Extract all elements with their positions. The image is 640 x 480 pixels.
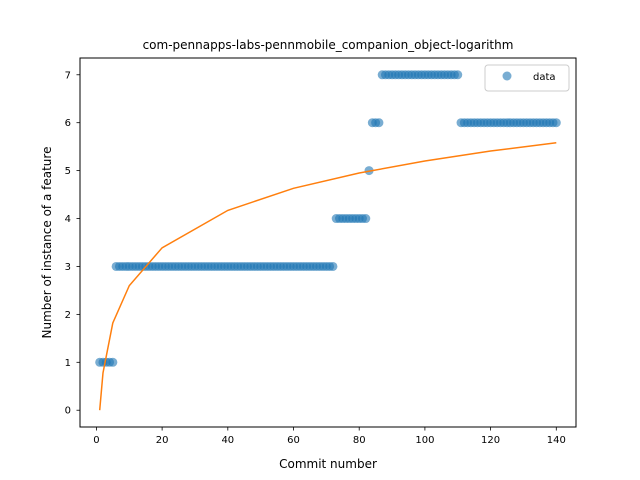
data-point bbox=[374, 118, 384, 128]
x-tick-label: 40 bbox=[221, 435, 234, 446]
y-tick-label: 7 bbox=[65, 70, 71, 81]
y-tick-label: 6 bbox=[65, 118, 71, 129]
y-tick-label: 0 bbox=[65, 406, 71, 417]
x-tick-label: 60 bbox=[287, 435, 300, 446]
legend-marker-data bbox=[502, 71, 512, 81]
y-axis: 0 1 2 3 4 5 6 7 bbox=[65, 70, 80, 417]
data-point bbox=[453, 70, 463, 80]
x-tick-label: 80 bbox=[353, 435, 366, 446]
legend: data bbox=[484, 64, 570, 92]
fit-line bbox=[98, 142, 557, 411]
x-axis-label: Commit number bbox=[279, 457, 377, 471]
y-tick-label: 2 bbox=[65, 310, 71, 321]
y-axis-label: Number of instance of a feature bbox=[40, 147, 54, 339]
x-tick-label: 0 bbox=[93, 435, 99, 446]
x-tick-label: 140 bbox=[547, 435, 566, 446]
y-tick-label: 5 bbox=[65, 166, 71, 177]
legend-box bbox=[484, 64, 570, 92]
data-point bbox=[551, 118, 561, 128]
y-tick-label: 1 bbox=[65, 358, 71, 369]
legend-label-data: data bbox=[533, 72, 556, 83]
x-tick-label: 100 bbox=[415, 435, 434, 446]
data-point bbox=[108, 357, 118, 367]
x-axis: 0 20 40 60 80 100 120 140 bbox=[93, 427, 566, 446]
plot-area bbox=[95, 70, 561, 411]
x-tick-label: 120 bbox=[481, 435, 500, 446]
chart-title: com-pennapps-labs-pennmobile_companion_o… bbox=[143, 38, 514, 52]
data-point bbox=[328, 261, 338, 271]
y-tick-label: 4 bbox=[65, 214, 71, 225]
axes-frame bbox=[79, 57, 577, 428]
x-tick-label: 20 bbox=[156, 435, 169, 446]
data-point bbox=[361, 214, 371, 224]
y-tick-label: 3 bbox=[65, 262, 71, 273]
